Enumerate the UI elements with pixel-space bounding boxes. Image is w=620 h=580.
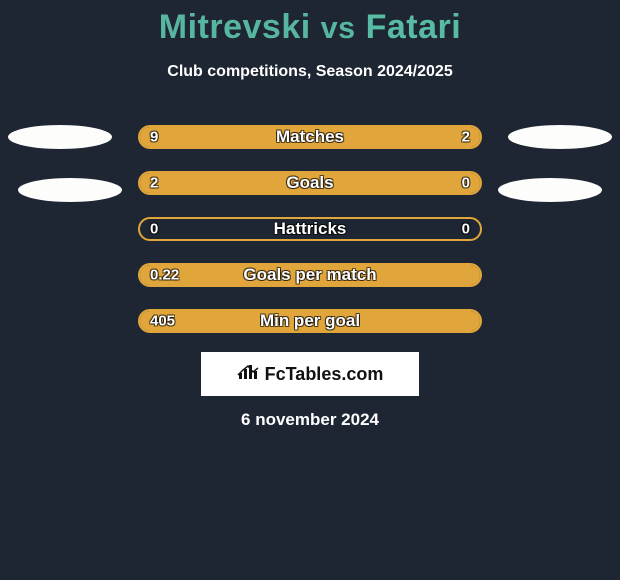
stat-value-left: 0 xyxy=(150,221,158,238)
brand-label: FcTables.com xyxy=(265,364,384,385)
stat-row: Goals2 0 xyxy=(138,171,482,195)
stat-row: Matches9 2 xyxy=(138,125,482,149)
brand-box: FcTables.com xyxy=(201,352,419,396)
stat-value-right: 0 xyxy=(462,175,470,192)
side-ellipse xyxy=(8,125,112,149)
stat-label: Hattricks xyxy=(138,219,482,239)
side-ellipse xyxy=(508,125,612,149)
side-ellipse xyxy=(18,178,122,202)
stat-row: Hattricks0 0 xyxy=(138,217,482,241)
vs-word: vs xyxy=(321,11,356,45)
comparison-canvas: Mitrevski vs Fatari Club competitions, S… xyxy=(0,0,620,580)
title-row: Mitrevski vs Fatari xyxy=(0,8,620,47)
stat-value-left: 2 xyxy=(150,175,158,192)
stat-label: Matches xyxy=(138,127,482,147)
stat-label: Goals xyxy=(138,173,482,193)
stat-row: Min per goal405 xyxy=(138,309,482,333)
player1-name: Mitrevski xyxy=(159,8,311,46)
brand-text: FcTables.com xyxy=(237,363,384,386)
stat-value-right: 0 xyxy=(462,221,470,238)
stat-value-left: 0.22 xyxy=(150,267,179,284)
side-ellipse xyxy=(498,178,602,202)
stat-value-left: 9 xyxy=(150,129,158,146)
stat-value-left: 405 xyxy=(150,313,175,330)
subtitle-text: Club competitions, Season 2024/2025 xyxy=(0,63,620,81)
player2-name: Fatari xyxy=(366,8,462,46)
bar-chart-icon xyxy=(237,363,259,386)
stat-label: Goals per match xyxy=(138,265,482,285)
date-text: 6 november 2024 xyxy=(0,410,620,430)
stat-value-right: 2 xyxy=(462,129,470,146)
stat-row: Goals per match0.22 xyxy=(138,263,482,287)
stat-label: Min per goal xyxy=(138,311,482,331)
